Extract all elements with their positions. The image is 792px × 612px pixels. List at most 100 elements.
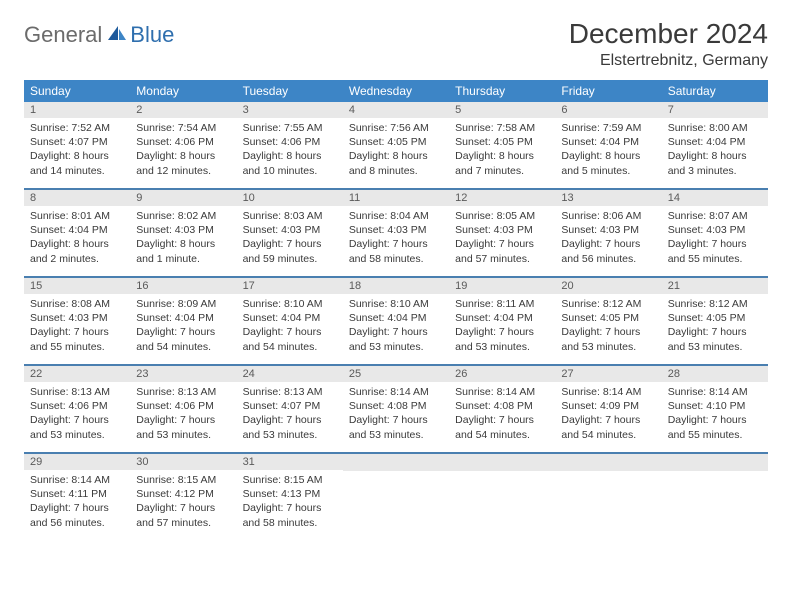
sunrise-line: Sunrise: 8:07 AM bbox=[668, 209, 762, 223]
daylight-line: Daylight: 8 hours and 14 minutes. bbox=[30, 149, 124, 177]
day-cell: 1Sunrise: 7:52 AMSunset: 4:07 PMDaylight… bbox=[24, 102, 130, 188]
sunrise-line: Sunrise: 7:56 AM bbox=[349, 121, 443, 135]
sunset-line: Sunset: 4:05 PM bbox=[668, 311, 762, 325]
day-number: 28 bbox=[662, 366, 768, 382]
day-number: 23 bbox=[130, 366, 236, 382]
daylight-line: Daylight: 8 hours and 3 minutes. bbox=[668, 149, 762, 177]
daylight-line: Daylight: 7 hours and 53 minutes. bbox=[136, 413, 230, 441]
day-number: 9 bbox=[130, 190, 236, 206]
day-cell: 17Sunrise: 8:10 AMSunset: 4:04 PMDayligh… bbox=[237, 278, 343, 364]
sunset-line: Sunset: 4:13 PM bbox=[243, 487, 337, 501]
day-number: 27 bbox=[555, 366, 661, 382]
dow-cell: Saturday bbox=[662, 80, 768, 102]
sunset-line: Sunset: 4:10 PM bbox=[668, 399, 762, 413]
day-cell: 14Sunrise: 8:07 AMSunset: 4:03 PMDayligh… bbox=[662, 190, 768, 276]
day-number bbox=[555, 454, 661, 471]
day-body: Sunrise: 8:06 AMSunset: 4:03 PMDaylight:… bbox=[555, 206, 661, 272]
day-number: 14 bbox=[662, 190, 768, 206]
week-row: 8Sunrise: 8:01 AMSunset: 4:04 PMDaylight… bbox=[24, 190, 768, 278]
day-body: Sunrise: 8:14 AMSunset: 4:10 PMDaylight:… bbox=[662, 382, 768, 448]
daylight-line: Daylight: 7 hours and 55 minutes. bbox=[668, 413, 762, 441]
day-body: Sunrise: 7:55 AMSunset: 4:06 PMDaylight:… bbox=[237, 118, 343, 184]
sunrise-line: Sunrise: 8:06 AM bbox=[561, 209, 655, 223]
day-number: 4 bbox=[343, 102, 449, 118]
day-number: 7 bbox=[662, 102, 768, 118]
sunset-line: Sunset: 4:07 PM bbox=[30, 135, 124, 149]
sunset-line: Sunset: 4:03 PM bbox=[243, 223, 337, 237]
day-body: Sunrise: 8:02 AMSunset: 4:03 PMDaylight:… bbox=[130, 206, 236, 272]
day-body: Sunrise: 8:05 AMSunset: 4:03 PMDaylight:… bbox=[449, 206, 555, 272]
day-body: Sunrise: 8:14 AMSunset: 4:08 PMDaylight:… bbox=[343, 382, 449, 448]
daylight-line: Daylight: 8 hours and 2 minutes. bbox=[30, 237, 124, 265]
dow-cell: Tuesday bbox=[237, 80, 343, 102]
day-cell: 28Sunrise: 8:14 AMSunset: 4:10 PMDayligh… bbox=[662, 366, 768, 452]
location-label: Elstertrebnitz, Germany bbox=[569, 52, 768, 70]
day-number: 29 bbox=[24, 454, 130, 470]
daylight-line: Daylight: 7 hours and 54 minutes. bbox=[561, 413, 655, 441]
day-cell: 30Sunrise: 8:15 AMSunset: 4:12 PMDayligh… bbox=[130, 454, 236, 540]
day-cell bbox=[449, 454, 555, 540]
sunrise-line: Sunrise: 8:13 AM bbox=[243, 385, 337, 399]
day-cell: 31Sunrise: 8:15 AMSunset: 4:13 PMDayligh… bbox=[237, 454, 343, 540]
sunrise-line: Sunrise: 7:52 AM bbox=[30, 121, 124, 135]
daylight-line: Daylight: 7 hours and 57 minutes. bbox=[455, 237, 549, 265]
day-number: 6 bbox=[555, 102, 661, 118]
sunset-line: Sunset: 4:04 PM bbox=[668, 135, 762, 149]
day-cell: 19Sunrise: 8:11 AMSunset: 4:04 PMDayligh… bbox=[449, 278, 555, 364]
day-number: 13 bbox=[555, 190, 661, 206]
day-number: 5 bbox=[449, 102, 555, 118]
day-number: 20 bbox=[555, 278, 661, 294]
sunset-line: Sunset: 4:06 PM bbox=[136, 399, 230, 413]
sunrise-line: Sunrise: 8:14 AM bbox=[668, 385, 762, 399]
day-body: Sunrise: 8:13 AMSunset: 4:06 PMDaylight:… bbox=[130, 382, 236, 448]
sunset-line: Sunset: 4:04 PM bbox=[455, 311, 549, 325]
daylight-line: Daylight: 7 hours and 53 minutes. bbox=[349, 325, 443, 353]
dow-cell: Friday bbox=[555, 80, 661, 102]
day-cell: 3Sunrise: 7:55 AMSunset: 4:06 PMDaylight… bbox=[237, 102, 343, 188]
day-body: Sunrise: 8:13 AMSunset: 4:07 PMDaylight:… bbox=[237, 382, 343, 448]
day-number: 10 bbox=[237, 190, 343, 206]
day-number: 21 bbox=[662, 278, 768, 294]
day-cell bbox=[343, 454, 449, 540]
brand-part2: Blue bbox=[130, 22, 174, 48]
day-body: Sunrise: 8:14 AMSunset: 4:08 PMDaylight:… bbox=[449, 382, 555, 448]
sunrise-line: Sunrise: 8:10 AM bbox=[349, 297, 443, 311]
sunrise-line: Sunrise: 8:12 AM bbox=[561, 297, 655, 311]
sunrise-line: Sunrise: 8:01 AM bbox=[30, 209, 124, 223]
day-number: 17 bbox=[237, 278, 343, 294]
day-cell: 11Sunrise: 8:04 AMSunset: 4:03 PMDayligh… bbox=[343, 190, 449, 276]
day-cell: 15Sunrise: 8:08 AMSunset: 4:03 PMDayligh… bbox=[24, 278, 130, 364]
sunset-line: Sunset: 4:03 PM bbox=[455, 223, 549, 237]
daylight-line: Daylight: 8 hours and 5 minutes. bbox=[561, 149, 655, 177]
day-cell bbox=[555, 454, 661, 540]
sunset-line: Sunset: 4:04 PM bbox=[136, 311, 230, 325]
sunrise-line: Sunrise: 7:55 AM bbox=[243, 121, 337, 135]
day-cell: 9Sunrise: 8:02 AMSunset: 4:03 PMDaylight… bbox=[130, 190, 236, 276]
sunset-line: Sunset: 4:05 PM bbox=[349, 135, 443, 149]
day-number: 15 bbox=[24, 278, 130, 294]
sunrise-line: Sunrise: 8:14 AM bbox=[349, 385, 443, 399]
day-cell: 5Sunrise: 7:58 AMSunset: 4:05 PMDaylight… bbox=[449, 102, 555, 188]
brand-part1: General bbox=[24, 22, 102, 48]
daylight-line: Daylight: 7 hours and 53 minutes. bbox=[561, 325, 655, 353]
day-number: 16 bbox=[130, 278, 236, 294]
daylight-line: Daylight: 7 hours and 56 minutes. bbox=[30, 501, 124, 529]
day-cell: 16Sunrise: 8:09 AMSunset: 4:04 PMDayligh… bbox=[130, 278, 236, 364]
day-number: 3 bbox=[237, 102, 343, 118]
sunset-line: Sunset: 4:03 PM bbox=[668, 223, 762, 237]
day-body: Sunrise: 7:54 AMSunset: 4:06 PMDaylight:… bbox=[130, 118, 236, 184]
daylight-line: Daylight: 8 hours and 1 minute. bbox=[136, 237, 230, 265]
day-number: 18 bbox=[343, 278, 449, 294]
sunrise-line: Sunrise: 8:13 AM bbox=[136, 385, 230, 399]
daylight-line: Daylight: 7 hours and 58 minutes. bbox=[349, 237, 443, 265]
daylight-line: Daylight: 7 hours and 54 minutes. bbox=[455, 413, 549, 441]
day-number: 24 bbox=[237, 366, 343, 382]
daylight-line: Daylight: 7 hours and 55 minutes. bbox=[30, 325, 124, 353]
day-body: Sunrise: 7:52 AMSunset: 4:07 PMDaylight:… bbox=[24, 118, 130, 184]
day-body: Sunrise: 8:12 AMSunset: 4:05 PMDaylight:… bbox=[662, 294, 768, 360]
sunrise-line: Sunrise: 8:03 AM bbox=[243, 209, 337, 223]
daylight-line: Daylight: 7 hours and 53 minutes. bbox=[349, 413, 443, 441]
day-cell: 26Sunrise: 8:14 AMSunset: 4:08 PMDayligh… bbox=[449, 366, 555, 452]
month-title: December 2024 bbox=[569, 18, 768, 50]
sunrise-line: Sunrise: 8:14 AM bbox=[561, 385, 655, 399]
